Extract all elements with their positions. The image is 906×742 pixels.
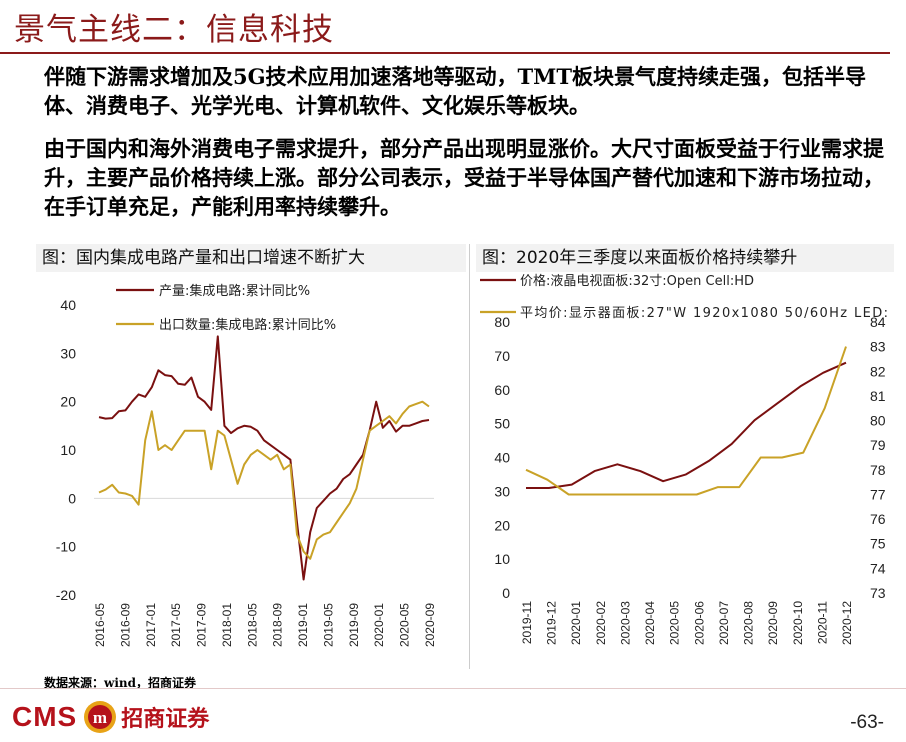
y-left-tick-label: 20 bbox=[494, 517, 510, 533]
company-logo: CMS m 招商证券 bbox=[12, 700, 209, 734]
x-tick-label: 2020-10 bbox=[791, 601, 805, 645]
y-tick-label: 10 bbox=[60, 442, 76, 458]
x-tick-label: 2019-01 bbox=[296, 603, 310, 647]
y-left-tick-label: 50 bbox=[494, 416, 510, 432]
company-name: 招商证券 bbox=[121, 706, 210, 732]
series-line-2 bbox=[98, 400, 430, 560]
x-tick-label: 2018-09 bbox=[271, 603, 285, 647]
y-right-tick-label: 73 bbox=[870, 585, 886, 601]
x-tick-label: 2020-05 bbox=[668, 601, 682, 645]
x-tick-label: 2020-01 bbox=[569, 601, 583, 645]
y-tick-label: -20 bbox=[56, 587, 76, 603]
y-left-tick-label: 40 bbox=[494, 450, 510, 466]
series-line-1 bbox=[526, 361, 847, 489]
y-left-tick-label: 80 bbox=[494, 314, 510, 330]
x-tick-label: 2020-04 bbox=[643, 601, 657, 645]
logo-mark-icon: m bbox=[84, 701, 117, 733]
data-source: 数据来源：wind，招商证券 bbox=[44, 676, 197, 690]
y-tick-label: 30 bbox=[60, 345, 76, 361]
x-tick-label: 2020-02 bbox=[594, 601, 608, 645]
x-tick-label: 2020-05 bbox=[398, 603, 412, 647]
y-right-tick-label: 76 bbox=[870, 511, 886, 527]
y-right-tick-label: 77 bbox=[870, 486, 886, 502]
chart-divider bbox=[469, 244, 470, 669]
y-tick-label: 20 bbox=[60, 394, 76, 410]
x-tick-label: 2016-09 bbox=[118, 603, 132, 647]
y-right-tick-label: 81 bbox=[870, 388, 886, 404]
y-left-tick-label: 70 bbox=[494, 348, 510, 364]
legend-label-1: 价格:液晶电视面板:32寸:Open Cell:HD bbox=[520, 273, 754, 289]
x-tick-label: 2020-03 bbox=[618, 601, 632, 645]
x-tick-label: 2020-08 bbox=[742, 601, 756, 645]
y-right-tick-label: 83 bbox=[870, 339, 886, 355]
legend-label-1: 产量:集成电路:累计同比% bbox=[159, 283, 310, 299]
y-right-tick-label: 80 bbox=[870, 413, 886, 429]
y-tick-label: -10 bbox=[56, 539, 76, 555]
ic-growth-chart: 40 30 20 10 0 -10 -20 2016-05 2016-09 2017-01 2017… bbox=[56, 283, 437, 647]
paragraph-2: 由于国内和海外消费电子需求提升，部分产品出现明显涨价。大尺寸面板受益于行业需求提… bbox=[44, 136, 884, 219]
x-tick-label: 2020-07 bbox=[717, 601, 731, 645]
legend-label-2: 平均价:显示器面板:27"W 1920x1080 50/60Hz LED: bbox=[520, 306, 888, 321]
x-tick-label: 2018-05 bbox=[245, 603, 259, 647]
y-left-tick-label: 60 bbox=[494, 382, 510, 398]
x-tick-label: 2020-09 bbox=[423, 603, 437, 647]
logo-text: CMS bbox=[12, 701, 78, 732]
y-right-tick-label: 74 bbox=[870, 560, 886, 576]
chart-1-title: 图：国内集成电路产量和出口增速不断扩大 bbox=[36, 244, 466, 272]
y-right-tick-label: 75 bbox=[870, 536, 886, 552]
x-tick-label: 2020-01 bbox=[372, 603, 386, 647]
y-right-tick-label: 78 bbox=[870, 462, 886, 478]
x-tick-label: 2019-11 bbox=[520, 601, 534, 644]
x-tick-label: 2017-01 bbox=[144, 603, 158, 647]
x-tick-label: 2019-12 bbox=[545, 601, 559, 645]
footer-divider bbox=[0, 688, 906, 689]
page-number: -63- bbox=[850, 712, 884, 733]
y-right-tick-label: 82 bbox=[870, 363, 886, 379]
y-right-tick-label: 79 bbox=[870, 437, 886, 453]
series-line-1 bbox=[98, 335, 430, 581]
chart-2-title: 图：2020年三季度以来面板价格持续攀升 bbox=[476, 244, 894, 272]
y-left-tick-label: 10 bbox=[494, 551, 510, 567]
x-tick-label: 2018-01 bbox=[220, 603, 234, 647]
y-left-tick-label: 0 bbox=[502, 585, 510, 601]
y-right-tick-label: 84 bbox=[870, 314, 886, 330]
x-tick-label: 2020-12 bbox=[840, 601, 854, 645]
y-tick-label: 40 bbox=[60, 297, 76, 313]
x-tick-label: 2016-05 bbox=[93, 603, 107, 647]
y-left-tick-label: 30 bbox=[494, 483, 510, 499]
x-tick-label: 2020-06 bbox=[692, 601, 706, 645]
panel-price-chart: 80 70 60 50 40 30 20 10 0 84 83 82 81 80 79 78 77 76 75 74 7… bbox=[480, 273, 888, 645]
paragraph-1: 伴随下游需求增加及5G技术应用加速落地等驱动，TMT板块景气度持续走强，包括半导… bbox=[44, 64, 867, 118]
x-tick-label: 2019-09 bbox=[347, 603, 361, 647]
legend-label-2: 出口数量:集成电路:累计同比% bbox=[159, 317, 336, 333]
page-title: 景气主线二：信息科技 bbox=[14, 12, 334, 48]
x-tick-label: 2017-05 bbox=[169, 603, 183, 647]
x-tick-label: 2020-11 bbox=[815, 601, 829, 644]
x-tick-label: 2020-09 bbox=[766, 601, 780, 645]
x-tick-label: 2017-09 bbox=[195, 603, 209, 647]
series-line-2 bbox=[525, 346, 847, 496]
logo-mark-letter: m bbox=[93, 708, 107, 727]
title-divider bbox=[0, 52, 890, 54]
x-tick-label: 2019-05 bbox=[321, 603, 335, 647]
y-tick-label: 0 bbox=[68, 490, 76, 506]
